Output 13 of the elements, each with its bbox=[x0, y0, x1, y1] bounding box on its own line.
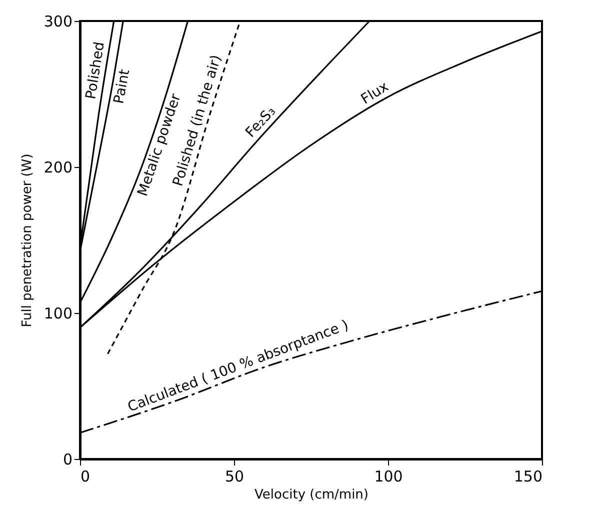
text: Polished bbox=[83, 40, 108, 100]
y-axis-title: Full penetration power (W) bbox=[20, 154, 35, 328]
x-tick-label: 50 bbox=[224, 468, 244, 486]
text: Paint bbox=[111, 68, 134, 106]
y-tick-label: 0 bbox=[62, 450, 72, 468]
y-tick-label: 200 bbox=[44, 158, 72, 176]
y-tick-label: 100 bbox=[44, 304, 72, 322]
x-tick-label: 0 bbox=[80, 468, 90, 486]
text: Flux bbox=[358, 78, 392, 108]
x-axis-title: Velocity (cm/min) bbox=[254, 488, 368, 502]
x-tick-label: 150 bbox=[514, 468, 542, 486]
x-tick-label: 100 bbox=[374, 468, 403, 486]
y-tick-label: 300 bbox=[44, 12, 72, 30]
